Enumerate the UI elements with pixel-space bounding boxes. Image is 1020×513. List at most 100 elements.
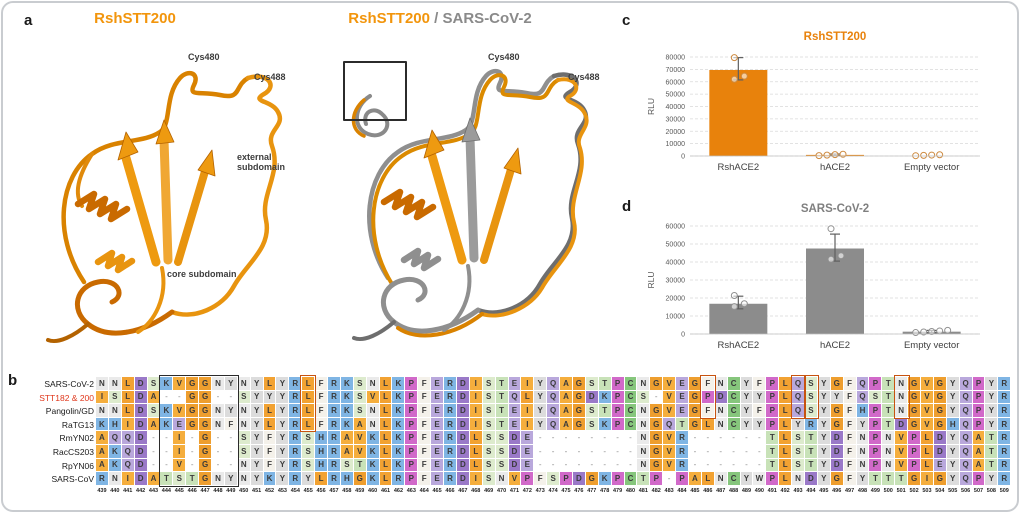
residue-cell: Y <box>534 390 547 404</box>
structure-title-right-sep: / <box>430 10 443 27</box>
residue-cell: - <box>572 431 585 444</box>
y-tick-label: 0 <box>681 154 685 161</box>
residue-cell: - <box>560 444 572 458</box>
residue-cell: Y <box>250 458 263 472</box>
residue-cell: - <box>714 458 727 472</box>
residue-cell: T <box>882 377 895 390</box>
residue-cell: Y <box>276 417 289 431</box>
residue-cell: E <box>508 417 521 431</box>
data-point <box>831 151 839 159</box>
residue-cell: G <box>186 390 199 404</box>
residue-cell: - <box>624 458 637 472</box>
residue-cell: N <box>108 377 121 390</box>
residue-cell: R <box>289 377 302 390</box>
residue-cell: N <box>212 417 224 431</box>
residue-cell: - <box>611 431 624 444</box>
residue-cell: N <box>714 417 727 431</box>
residue-cell: R <box>444 458 456 472</box>
structure-title-right-gray: SARS-CoV-2 <box>442 10 532 27</box>
residue-cell: Q <box>959 472 972 485</box>
residue-cell: S <box>804 390 817 404</box>
residue-cell: G <box>650 458 663 472</box>
residue-cell: R <box>998 417 1011 431</box>
residue-cell: R <box>328 458 340 472</box>
residue-cell: - <box>598 444 611 458</box>
residue-cell: - <box>701 444 714 458</box>
panel-letter-d: d <box>622 198 632 215</box>
residue-cell: V <box>663 444 676 458</box>
residue-cell: N <box>495 472 508 485</box>
residue-cell: S <box>482 377 495 390</box>
structure-title-right-orange: RshSTT200 <box>348 10 430 27</box>
residue-cell: T <box>804 431 817 444</box>
residue-cell: D <box>804 472 817 485</box>
residue-cell: F <box>263 458 276 472</box>
residue-cell: E <box>933 458 946 472</box>
residue-cell: Y <box>250 377 263 390</box>
residue-cell: S <box>482 472 495 485</box>
residue-cell: Y <box>302 472 315 485</box>
position-number: 454 <box>290 488 300 495</box>
residue-cell: I <box>469 377 482 390</box>
y-tick-label: 40000 <box>666 104 686 111</box>
residue-cell: T <box>804 458 817 472</box>
residue-cell: S <box>585 417 598 431</box>
residue-cell: N <box>637 417 650 431</box>
residue-cell: L <box>469 444 482 458</box>
residue-cell: I <box>469 404 482 417</box>
residue-cell: - <box>160 444 173 458</box>
residue-cell: G <box>933 377 946 390</box>
residue-cell: P <box>869 458 882 472</box>
residue-cell: L <box>779 444 792 458</box>
residue-cell: C <box>727 404 740 417</box>
residue-cell: Y <box>276 444 289 458</box>
residue-cell: P <box>405 390 418 404</box>
position-number: 484 <box>677 488 687 495</box>
residue-cell: Y <box>224 472 237 485</box>
residue-cell: D <box>933 431 946 444</box>
residue-cell: G <box>199 417 212 431</box>
data-point <box>740 300 748 308</box>
residue-cell: V <box>921 417 933 431</box>
residue-cell: V <box>663 390 676 404</box>
residue-cell: E <box>676 404 688 417</box>
residue-cell: E <box>521 431 534 444</box>
residue-cell: R <box>289 390 302 404</box>
residue-cell: G <box>199 390 212 404</box>
position-number: 487 <box>716 488 726 495</box>
residue-cell: R <box>289 472 302 485</box>
residue-cell: F <box>418 417 431 431</box>
alignment-row-label: RpYN06 <box>61 460 94 471</box>
residue-cell: S <box>147 377 160 390</box>
residue-cell: L <box>779 390 792 404</box>
residue-cell: T <box>495 390 508 404</box>
residue-cell: L <box>379 444 392 458</box>
position-number: 488 <box>728 488 739 495</box>
residue-cell: D <box>456 417 469 431</box>
residue-cell: D <box>830 444 843 458</box>
position-number: 478 <box>600 488 610 495</box>
residue-cell: K <box>160 417 173 431</box>
residue-cell: Y <box>740 417 753 431</box>
residue-cell: N <box>237 417 250 431</box>
position-number: 440 <box>110 488 120 495</box>
position-number: 455 <box>303 488 313 495</box>
residue-cell: C <box>727 417 740 431</box>
residue-cell: D <box>456 472 469 485</box>
residue-cell: N <box>637 404 650 417</box>
residue-cell: G <box>933 472 946 485</box>
residue-cell: R <box>998 377 1011 390</box>
residue-cell: - <box>611 444 624 458</box>
residue-cell: P <box>521 472 534 485</box>
residue-cell: F <box>753 377 766 390</box>
residue-cell: K <box>160 377 173 390</box>
residue-cell: - <box>572 444 585 458</box>
residue-cell: R <box>328 377 340 390</box>
residue-cell: K <box>108 458 121 472</box>
y-tick-label: 60000 <box>666 224 686 231</box>
residue-cell: - <box>624 431 637 444</box>
residue-cell: L <box>921 444 933 458</box>
residue-cell: F <box>418 390 431 404</box>
residue-cell: Y <box>224 404 237 417</box>
residue-cell: H <box>340 472 353 485</box>
